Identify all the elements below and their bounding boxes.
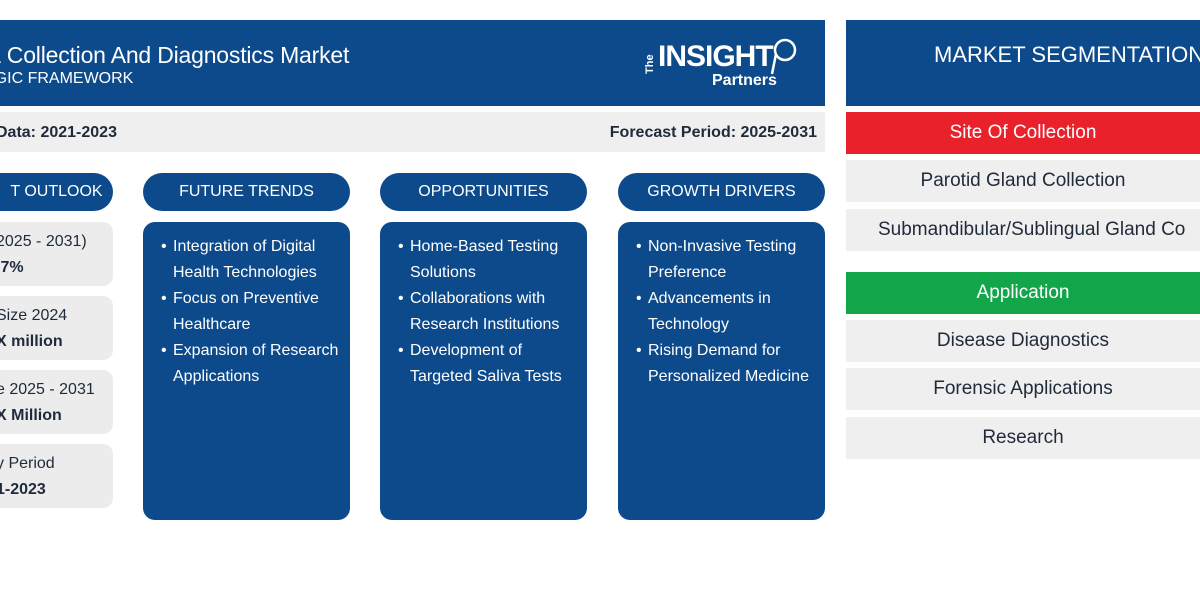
opportunities-header: OPPORTUNITIES xyxy=(380,173,587,211)
segment-item-forensic-applications[interactable]: Forensic Applications xyxy=(846,368,1200,410)
list-item: Expansion of Research Applications xyxy=(161,338,340,390)
segment-category-label: Site Of Collection xyxy=(949,122,1097,143)
market-outlook-header: T OUTLOOK xyxy=(0,173,113,211)
growth-drivers-box: Non-Invasive Testing Preference Advancem… xyxy=(618,222,825,520)
segment-item-parotid[interactable]: Parotid Gland Collection xyxy=(846,160,1200,202)
opportunities-list: Home-Based Testing Solutions Collaborati… xyxy=(398,234,577,390)
outlook-card-history-label: y Period xyxy=(0,455,55,472)
growth-drivers-list: Non-Invasive Testing Preference Advancem… xyxy=(636,234,815,390)
future-trends-box: Integration of Digital Health Technologi… xyxy=(143,222,350,520)
logo-the-text: The xyxy=(644,54,656,74)
future-trends-list: Integration of Digital Health Technologi… xyxy=(161,234,340,390)
segment-item-submandibular[interactable]: Submandibular/Sublingual Gland Co xyxy=(846,209,1200,251)
report-title: a Collection And Diagnostics Market xyxy=(0,42,350,68)
historic-data-label: Data: 2021-2023 xyxy=(0,124,117,141)
list-item: Home-Based Testing Solutions xyxy=(398,234,577,286)
segment-category-site-of-collection[interactable]: Site Of Collection xyxy=(846,112,1200,154)
opportunities-label: OPPORTUNITIES xyxy=(418,183,549,200)
list-item: Rising Demand for Personalized Medicine xyxy=(636,338,815,390)
market-segmentation-header: MARKET SEGMENTATION xyxy=(846,20,1200,106)
list-item: Development of Targeted Saliva Tests xyxy=(398,338,577,390)
growth-drivers-header: GROWTH DRIVERS xyxy=(618,173,825,211)
list-item: Focus on Preventive Healthcare xyxy=(161,286,340,338)
outlook-card-size-value: X million xyxy=(0,333,63,350)
segment-item-disease-diagnostics[interactable]: Disease Diagnostics xyxy=(846,320,1200,362)
logo-insight-text: INSIGHT xyxy=(658,40,774,73)
outlook-card-cagr-value: .7% xyxy=(0,259,24,276)
market-segmentation-title: MARKET SEGMENTATION xyxy=(934,42,1200,67)
market-outlook-label: T OUTLOOK xyxy=(10,183,103,200)
outlook-card-size-label: Size 2024 xyxy=(0,307,68,324)
the-insight-partners-logo[interactable]: The INSIGHT Partners xyxy=(644,38,804,94)
growth-drivers-label: GROWTH DRIVERS xyxy=(647,183,796,200)
outlook-card-history-value: 1-2023 xyxy=(0,481,46,498)
outlook-card-forecast-amount: X Million xyxy=(0,407,62,424)
future-trends-header: FUTURE TRENDS xyxy=(143,173,350,211)
outlook-card-history-period: y Period 1-2023 xyxy=(0,444,113,508)
segment-category-label: Application xyxy=(976,282,1070,303)
segment-item-label: Research xyxy=(982,427,1064,448)
logo-partners-text: Partners xyxy=(712,72,777,89)
report-header: a Collection And Diagnostics Market EGIC… xyxy=(0,20,825,106)
segment-category-application[interactable]: Application xyxy=(846,272,1200,314)
report-subtitle: EGIC FRAMEWORK xyxy=(0,70,134,87)
list-item: Advancements in Technology xyxy=(636,286,815,338)
outlook-card-market-size: Size 2024 X million xyxy=(0,296,113,360)
list-item: Integration of Digital Health Technologi… xyxy=(161,234,340,286)
segment-item-label: Disease Diagnostics xyxy=(936,330,1110,351)
outlook-card-forecast-label: e 2025 - 2031 xyxy=(0,381,95,398)
forecast-period-label: Forecast Period: 2025-2031 xyxy=(609,124,817,141)
list-item: Non-Invasive Testing Preference xyxy=(636,234,815,286)
future-trends-label: FUTURE TRENDS xyxy=(179,183,314,200)
outlook-card-cagr: 2025 - 2031) .7% xyxy=(0,222,113,286)
logo-swirl-icon xyxy=(770,38,797,75)
outlook-card-cagr-label: 2025 - 2031) xyxy=(0,233,87,250)
period-bar: Data: 2021-2023 Forecast Period: 2025-20… xyxy=(0,112,825,152)
segment-item-research[interactable]: Research xyxy=(846,417,1200,459)
outlook-card-forecast-value: e 2025 - 2031 X Million xyxy=(0,370,113,434)
opportunities-box: Home-Based Testing Solutions Collaborati… xyxy=(380,222,587,520)
segment-item-label: Forensic Applications xyxy=(933,378,1113,399)
list-item: Collaborations with Research Institution… xyxy=(398,286,577,338)
segment-item-label: Submandibular/Sublingual Gland Co xyxy=(878,219,1186,240)
segment-item-label: Parotid Gland Collection xyxy=(920,170,1126,191)
